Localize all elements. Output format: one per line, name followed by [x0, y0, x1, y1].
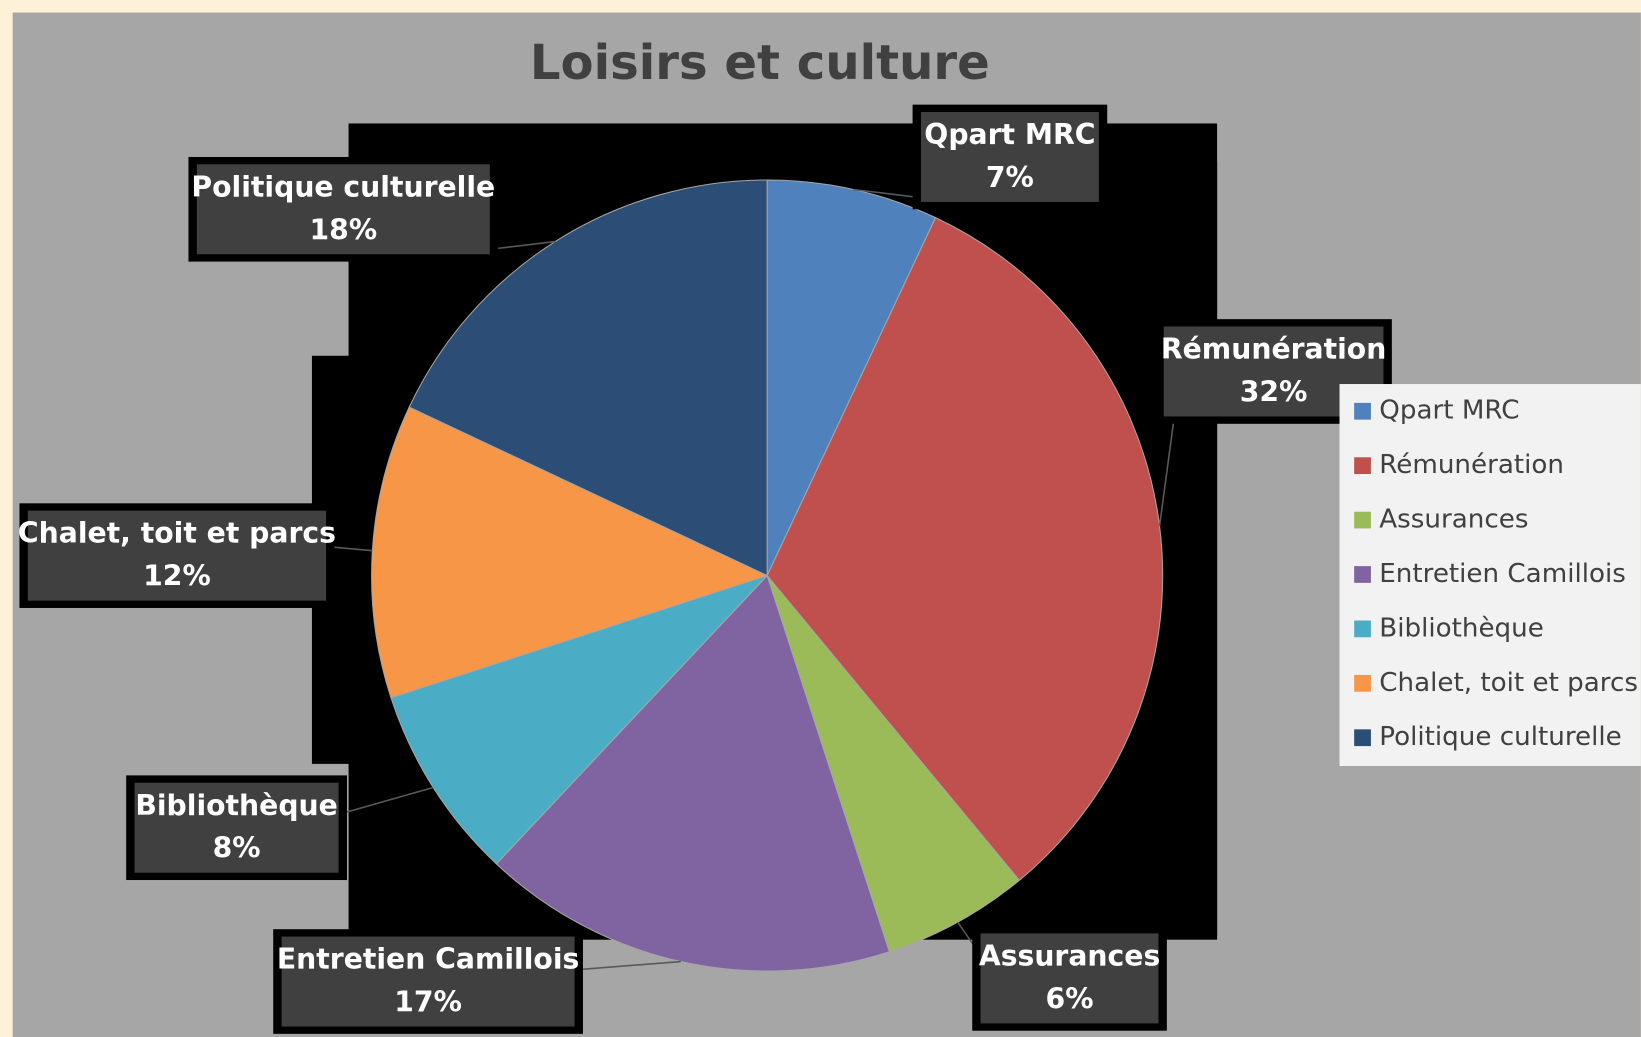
legend-swatch: [1354, 566, 1371, 583]
label-box: [980, 933, 1159, 1024]
label-box: [281, 936, 575, 1027]
chart-title: Loisirs et culture: [530, 35, 990, 91]
legend-swatch: [1354, 729, 1371, 747]
label-box: [196, 164, 490, 255]
label-box: [920, 111, 1099, 202]
label-name: Qpart MRC: [924, 118, 1095, 151]
label-value: 6%: [1046, 982, 1094, 1015]
label-value: 7%: [986, 161, 1034, 194]
label-box: [27, 510, 327, 601]
legend-swatch: [1354, 511, 1371, 529]
pie-slice: [766, 575, 1020, 953]
legend-swatch: [1354, 402, 1371, 420]
legend-label: Entretien Camillois: [1379, 559, 1626, 589]
pie: [371, 179, 1164, 972]
legend-label: Chalet, toit et parcs: [1379, 668, 1638, 698]
legend: [1339, 384, 1641, 766]
label-name: Bibliothèque: [135, 789, 337, 822]
legend-swatch: [1354, 674, 1371, 692]
leader-line: [1158, 413, 1176, 527]
pie-slice: [390, 575, 768, 865]
legend-label: Bibliothèque: [1379, 613, 1544, 643]
legend-swatch: [1354, 620, 1371, 638]
legend-label: Assurances: [1379, 505, 1528, 535]
legend-label: Qpart MRC: [1379, 396, 1519, 426]
label-value: 8%: [213, 832, 261, 865]
label-name: Assurances: [979, 939, 1160, 972]
label-value: 17%: [394, 986, 462, 1019]
label-name: Politique culturelle: [191, 170, 495, 203]
label-box: [134, 782, 339, 873]
legend-items: Qpart MRC Rémunération Assurances Entretien…: [1354, 396, 1638, 752]
legend-label: Rémunération: [1379, 450, 1564, 480]
label-value: 18%: [310, 213, 378, 246]
pie-slice: [766, 179, 937, 576]
label-name: Entretien Camillois: [277, 943, 580, 976]
label-name: Rémunération: [1161, 333, 1386, 366]
legend-label: Politique culturelle: [1379, 722, 1621, 752]
label-name: Chalet, toit et parcs: [18, 517, 336, 550]
legend-swatch: [1354, 457, 1371, 475]
label-value: 32%: [1240, 375, 1308, 408]
pie-slice: [408, 179, 768, 577]
label-value: 12%: [143, 560, 211, 593]
